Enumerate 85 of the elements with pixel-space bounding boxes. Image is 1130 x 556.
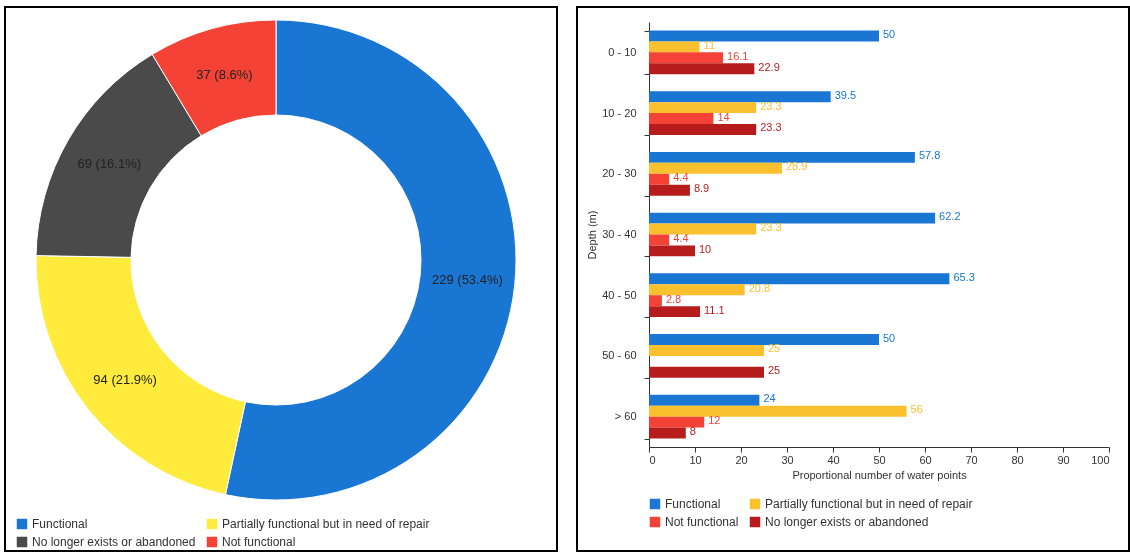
data-label: 23.3 (760, 121, 782, 134)
bar (649, 334, 879, 345)
bar (649, 162, 782, 174)
data-label: 23.3 (760, 221, 782, 234)
data-label: 94 (21.9%) (93, 371, 157, 387)
legend-label: No longer exists or abandoned (32, 535, 196, 549)
legend-label: Not functional (665, 515, 739, 529)
bar (649, 30, 879, 42)
data-label: 4.4 (673, 171, 689, 184)
y-tick-label: 0 - 10 (608, 45, 637, 58)
data-label: 37 (8.6%) (196, 66, 253, 82)
x-tick-label: 90 (1057, 453, 1070, 466)
bar (649, 427, 686, 439)
bar (649, 173, 670, 185)
data-label: 50 (883, 27, 896, 40)
data-label: 16.1 (727, 49, 749, 62)
data-label: 50 (883, 331, 896, 344)
bar (649, 416, 705, 428)
bar (649, 345, 764, 356)
y-tick-label: 50 - 60 (602, 349, 637, 362)
data-label: 229 (53.4%) (432, 272, 503, 288)
bar (649, 273, 950, 285)
data-label: 4.4 (673, 231, 689, 244)
legend-label: Not functional (222, 535, 296, 549)
bar (649, 91, 831, 103)
data-label: 11.1 (704, 303, 725, 316)
legend-label: Partially functional but in need of repair (765, 497, 973, 511)
data-label: 56 (910, 403, 923, 416)
legend-label: Functional (665, 497, 721, 511)
data-label: 62.2 (939, 210, 961, 223)
x-tick-label: 0 (649, 453, 656, 466)
x-tick-label: 60 (919, 453, 932, 466)
data-label: 12 (708, 414, 721, 427)
y-tick-label: 40 - 50 (602, 288, 637, 301)
data-label: 24 (763, 392, 776, 405)
data-label: 11 (703, 38, 716, 51)
data-label: 28.9 (785, 160, 808, 173)
bar (649, 124, 757, 135)
legend-label: No longer exists or abandoned (765, 515, 929, 529)
bar (649, 223, 757, 235)
x-tick-label: 10 (689, 453, 702, 466)
x-tick-label: 20 (735, 453, 748, 466)
bar (649, 284, 745, 296)
data-label: 14 (717, 110, 730, 123)
bar (649, 295, 662, 307)
y-tick-label: 20 - 30 (602, 167, 637, 180)
bar (649, 366, 764, 378)
legend-label: Partially functional but in need of repair (222, 517, 430, 531)
y-tick-label: > 60 (614, 410, 637, 423)
y-tick-label: 10 - 20 (602, 106, 637, 119)
bar (649, 41, 700, 53)
data-label: 23.3 (760, 99, 782, 112)
bar (649, 405, 907, 417)
data-label: 25 (768, 342, 781, 355)
x-tick-label: 70 (965, 453, 978, 466)
data-label: 25 (768, 364, 781, 377)
data-label: 10 (699, 242, 712, 255)
data-label: 22.9 (758, 60, 780, 73)
data-label: 20.8 (748, 281, 771, 294)
bar (649, 113, 714, 124)
bar (649, 394, 760, 406)
bar (649, 52, 724, 64)
data-label: 8.9 (693, 182, 710, 195)
bar (649, 63, 755, 75)
x-tick-label: 80 (1011, 453, 1024, 466)
y-tick-label: 30 - 40 (602, 228, 637, 240)
bar (649, 212, 936, 224)
data-label: 39.5 (834, 88, 857, 101)
bar (649, 102, 757, 114)
bar (649, 234, 670, 246)
data-label: 65.3 (953, 270, 975, 283)
x-tick-label: 50 (873, 453, 886, 466)
bar (649, 245, 695, 257)
data-label: 8 (689, 425, 696, 438)
legend-label: Functional (32, 517, 88, 531)
x-axis-title: Proportional number of water points (792, 468, 968, 481)
bar (649, 151, 915, 163)
x-tick-label: 30 (781, 453, 794, 466)
x-tick-label: 100 (1091, 453, 1110, 466)
bar (649, 306, 701, 318)
x-tick-label: 40 (827, 453, 840, 466)
y-axis-title: Depth (m) (586, 210, 599, 260)
data-label: 2.8 (665, 292, 682, 305)
data-label: 57.8 (918, 149, 941, 162)
bar (649, 184, 690, 196)
